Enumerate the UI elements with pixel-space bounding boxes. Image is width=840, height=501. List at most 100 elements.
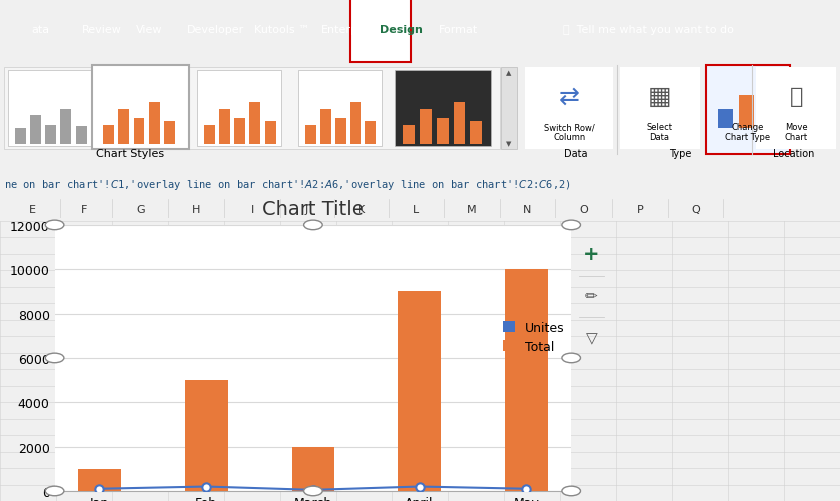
Text: Chart Styles: Chart Styles <box>96 149 165 159</box>
Text: J: J <box>305 204 308 214</box>
Bar <box>149 103 160 144</box>
Legend: Unites, Total: Unites, Total <box>503 321 565 353</box>
Text: G: G <box>136 204 144 214</box>
Bar <box>8 71 92 146</box>
Circle shape <box>303 486 323 496</box>
Title: Chart Title: Chart Title <box>262 199 364 218</box>
Bar <box>118 110 129 144</box>
Text: P: P <box>637 204 643 214</box>
Text: View: View <box>136 25 163 35</box>
Bar <box>454 103 465 144</box>
Text: ata: ata <box>31 25 50 35</box>
Text: N: N <box>523 204 532 214</box>
Bar <box>620 68 700 149</box>
Unites <box>307 487 318 493</box>
Text: ▽: ▽ <box>585 331 597 346</box>
Text: Format: Format <box>438 25 478 35</box>
Text: Location: Location <box>773 149 815 159</box>
Bar <box>265 122 276 144</box>
Bar <box>15 128 26 144</box>
Bar <box>249 103 260 144</box>
Text: Switch Row/
Column: Switch Row/ Column <box>544 123 595 142</box>
Text: Move
Chart: Move Chart <box>785 123 808 142</box>
Bar <box>505 270 548 491</box>
Text: Change
Chart Type: Change Chart Type <box>725 123 770 142</box>
Circle shape <box>45 353 64 363</box>
Bar <box>4 68 500 149</box>
Unites <box>522 486 532 492</box>
Bar <box>706 65 790 155</box>
Text: ne on bar chart'!$C$1,'overlay line on bar chart'!$A$2:$A$6,'overlay line on bar: ne on bar chart'!$C$1,'overlay line on b… <box>4 177 571 191</box>
Unites <box>415 483 425 489</box>
Text: Design: Design <box>380 25 423 35</box>
Text: E: E <box>29 204 35 214</box>
Bar <box>92 65 189 149</box>
Bar <box>398 292 441 491</box>
Circle shape <box>45 220 64 230</box>
Circle shape <box>562 220 580 230</box>
Bar <box>197 71 281 146</box>
Text: F: F <box>81 204 87 214</box>
Bar <box>305 125 316 144</box>
Bar <box>756 68 836 149</box>
Text: Review: Review <box>81 25 121 35</box>
Text: K: K <box>358 204 365 214</box>
Text: +: + <box>583 244 600 264</box>
Unites <box>201 483 211 489</box>
Bar <box>718 110 733 128</box>
Bar <box>76 127 87 144</box>
Circle shape <box>303 220 323 230</box>
Text: Select
Data: Select Data <box>647 123 672 142</box>
Text: ⧉: ⧉ <box>790 87 803 107</box>
Bar <box>403 125 415 144</box>
Bar <box>350 0 411 63</box>
Text: O: O <box>580 204 588 214</box>
Bar <box>298 71 382 146</box>
Text: ▦: ▦ <box>648 85 671 109</box>
Bar <box>739 95 754 128</box>
Bar <box>760 103 775 128</box>
Circle shape <box>562 353 580 363</box>
Bar <box>335 119 346 144</box>
Text: 💡  Tell me what you want to do: 💡 Tell me what you want to do <box>563 25 733 35</box>
Text: Enterprise: Enterprise <box>321 25 378 35</box>
Text: ▲: ▲ <box>507 70 512 76</box>
Text: ▼: ▼ <box>507 141 512 147</box>
Bar <box>204 125 215 144</box>
Bar <box>219 110 230 144</box>
Circle shape <box>45 486 64 496</box>
Bar <box>320 110 331 144</box>
Bar <box>234 119 245 144</box>
Text: ⇄: ⇄ <box>559 85 580 109</box>
Bar <box>291 447 334 491</box>
Text: M: M <box>467 204 477 214</box>
Bar <box>164 122 175 144</box>
Text: H: H <box>192 204 201 214</box>
Text: Data: Data <box>564 149 587 159</box>
Bar <box>395 71 491 146</box>
Bar <box>350 103 361 144</box>
Text: L: L <box>412 204 419 214</box>
Bar <box>365 122 376 144</box>
Bar <box>134 119 144 144</box>
Bar <box>60 110 71 144</box>
Bar <box>103 125 114 144</box>
Bar <box>185 380 228 491</box>
Text: Developer: Developer <box>186 25 244 35</box>
Bar <box>437 119 449 144</box>
Unites <box>94 486 104 492</box>
Bar <box>45 125 56 144</box>
Text: Kutools ™: Kutools ™ <box>254 25 309 35</box>
Text: Q: Q <box>691 204 700 214</box>
Bar <box>470 122 482 144</box>
Bar <box>78 469 121 491</box>
Bar <box>525 68 613 149</box>
Line: Unites: Unites <box>95 482 531 494</box>
Circle shape <box>562 486 580 496</box>
Text: ✏: ✏ <box>585 288 598 303</box>
Bar <box>420 110 432 144</box>
Text: I: I <box>250 204 254 214</box>
Bar <box>30 116 41 144</box>
Text: Type: Type <box>669 149 691 159</box>
Bar <box>501 68 517 149</box>
